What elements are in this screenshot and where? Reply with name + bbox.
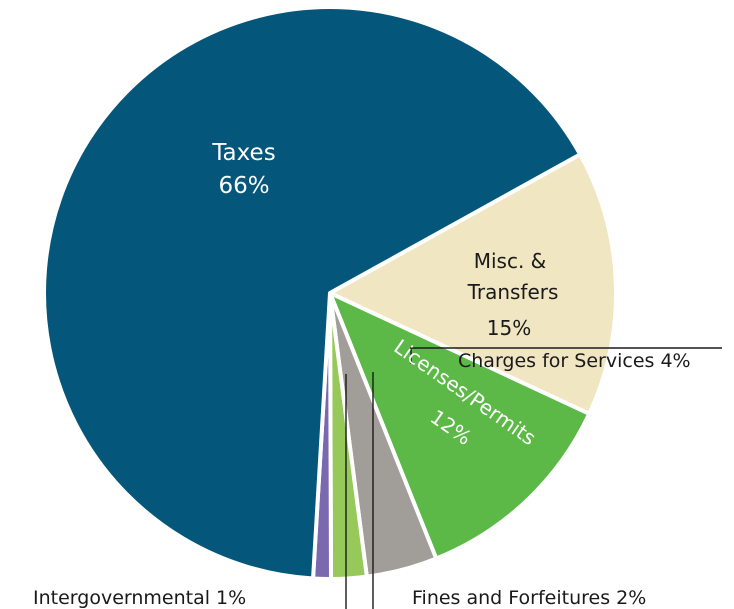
pie-slices: [42, 5, 618, 582]
label-taxes-pct: 66%: [218, 173, 269, 199]
label-taxes-name: Taxes: [211, 140, 275, 166]
pie-slice-taxes: [42, 5, 583, 581]
leader-line-charges: [410, 347, 722, 364]
label-misc-pct: 15%: [487, 316, 531, 340]
label-misc-line2: Transfers: [467, 280, 559, 304]
label-misc-line1: Misc. &: [474, 249, 547, 273]
label-fines: Fines and Forfeitures 2%: [412, 587, 646, 609]
pie-slice-licenses-permits: [328, 291, 592, 561]
leader-lines: [345, 347, 722, 609]
label-charges: Charges for Services 4%: [458, 350, 691, 372]
label-intergovernmental: Intergovernmental 1%: [33, 587, 246, 609]
pie-slice-misc-transfers: [328, 152, 618, 416]
